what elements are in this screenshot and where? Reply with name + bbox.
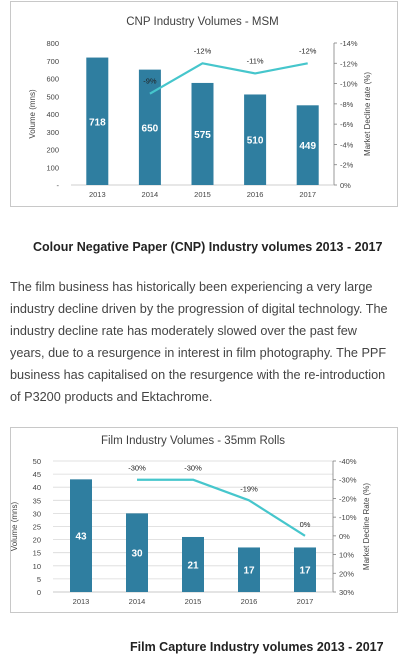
cnp-y-tick-label: 400 (46, 110, 59, 119)
film-bar (126, 513, 148, 592)
film-x-tick-label: 2013 (73, 597, 90, 606)
film-y2-tick-label: 20% (339, 569, 354, 578)
cnp-y-tick-label: 500 (46, 92, 59, 101)
film-y-tick-label: 5 (37, 575, 41, 584)
cnp-bar (86, 57, 109, 185)
film-bar-label: 17 (299, 566, 311, 577)
film-business-paragraph: The film business has historically been … (10, 280, 388, 404)
film-x-tick-label: 2015 (185, 597, 202, 606)
film-y2-tick-label: -20% (339, 494, 357, 503)
film-line-label: -30% (128, 464, 146, 473)
cnp-y-axis-title: Volume (mns) (28, 89, 37, 139)
cnp-y-tick-label: 200 (46, 146, 59, 155)
cnp-bar-label: 575 (194, 130, 211, 141)
cnp-x-tick-label: 2017 (299, 190, 316, 199)
cnp-x-tick-label: 2013 (89, 190, 106, 199)
film-y-axis-title: Volume (mns) (11, 501, 19, 551)
film-chart-title: Film Industry Volumes - 35mm Rolls (101, 435, 285, 447)
film-bar-label: 21 (187, 560, 199, 571)
film-x-tick-label: 2016 (241, 597, 258, 606)
cnp-chart-canvas: CNP Industry Volumes - MSM - 100 200 300 400 5… (28, 16, 372, 199)
cnp-y2-tick-label: -14% (340, 39, 358, 48)
cnp-bar-label: 510 (247, 136, 264, 147)
cnp-y-tick-label: - (57, 181, 60, 190)
film-bar (70, 479, 92, 592)
cnp-y-tick-label: 800 (46, 39, 59, 48)
cnp-y2-tick-label: -2% (340, 161, 354, 170)
cnp-bar-label: 718 (89, 117, 106, 128)
film-y-tick-label: 30 (33, 509, 41, 518)
cnp-y-tick-label: 300 (46, 128, 59, 137)
film-volume-chart: Film Industry Volumes - 35mm Rolls 0 5 10 15… (10, 427, 398, 613)
film-bar-label: 43 (75, 532, 87, 543)
film-bar (294, 547, 316, 592)
film-line-label: 0% (300, 520, 311, 529)
cnp-bar-label: 449 (299, 141, 316, 152)
film-bar (182, 536, 204, 592)
cnp-bar (244, 94, 267, 185)
cnp-y-tick-label: 600 (46, 75, 59, 84)
cnp-x-tick-label: 2016 (247, 190, 264, 199)
film-y-tick-label: 10 (33, 562, 41, 571)
film-y2-tick-label: -30% (339, 476, 357, 485)
film-y-tick-label: 35 (33, 496, 41, 505)
film-x-tick-label: 2014 (129, 597, 146, 606)
film-y2-tick-label: 30% (339, 588, 354, 597)
film-y-tick-label: 45 (33, 470, 41, 479)
film-y2-tick-label: -10% (339, 513, 357, 522)
film-bar (238, 547, 260, 592)
cnp-bar (296, 105, 319, 185)
cnp-y2-tick-label: 0% (340, 181, 351, 190)
cnp-x-tick-label: 2015 (194, 190, 211, 199)
film-y-tick-label: 50 (33, 457, 41, 466)
film-y2-tick-label: -40% (339, 457, 357, 466)
cnp-y2-tick-label: -6% (340, 120, 354, 129)
film-y-tick-label: 20 (33, 536, 41, 545)
film-y-tick-label: 25 (33, 523, 41, 532)
film-decline-rate-line (137, 478, 306, 537)
cnp-chart-caption: Colour Negative Paper (CNP) Industry vol… (33, 240, 383, 254)
film-x-tick-label: 2017 (297, 597, 314, 606)
film-y2-axis-title: Market Decline Rate (%) (362, 483, 371, 570)
cnp-y2-tick-label: -10% (340, 80, 358, 89)
cnp-x-tick-label: 2014 (142, 190, 159, 199)
cnp-line-label: -12% (194, 46, 212, 55)
cnp-bar (191, 82, 214, 185)
film-y-tick-label: 15 (33, 549, 41, 558)
film-bar-label: 17 (243, 566, 255, 577)
film-chart-caption: Film Capture Industry volumes 2013 - 201… (130, 640, 384, 654)
cnp-bar-label: 650 (142, 123, 159, 134)
cnp-line-label: -11% (247, 56, 264, 65)
film-y-tick-label: 0 (37, 588, 41, 597)
cnp-y2-tick-label: -12% (340, 59, 358, 68)
cnp-line-label: -9% (143, 77, 157, 86)
cnp-y-tick-label: 700 (46, 57, 59, 66)
cnp-y2-tick-label: -4% (340, 140, 354, 149)
cnp-chart-title: CNP Industry Volumes - MSM (126, 16, 279, 28)
cnp-line-label: -12% (299, 46, 317, 55)
cnp-volume-chart: CNP Industry Volumes - MSM - 100 200 300 400 5… (10, 1, 398, 207)
cnp-y-tick-label: 100 (46, 163, 59, 172)
cnp-bar (138, 69, 161, 185)
film-bar-label: 30 (131, 549, 143, 560)
film-line-label: -30% (184, 464, 202, 473)
film-chart-canvas: Film Industry Volumes - 35mm Rolls 0 5 10 15… (11, 435, 371, 606)
film-line-label: -19% (240, 484, 258, 493)
cnp-y2-axis-title: Market Decline rate (%) (363, 72, 372, 156)
film-y-tick-label: 40 (33, 483, 41, 492)
cnp-y2-tick-label: -8% (340, 100, 354, 109)
film-y2-tick-label: 10% (339, 551, 354, 560)
cnp-decline-rate-line (149, 62, 308, 95)
film-y2-tick-label: 0% (339, 532, 350, 541)
